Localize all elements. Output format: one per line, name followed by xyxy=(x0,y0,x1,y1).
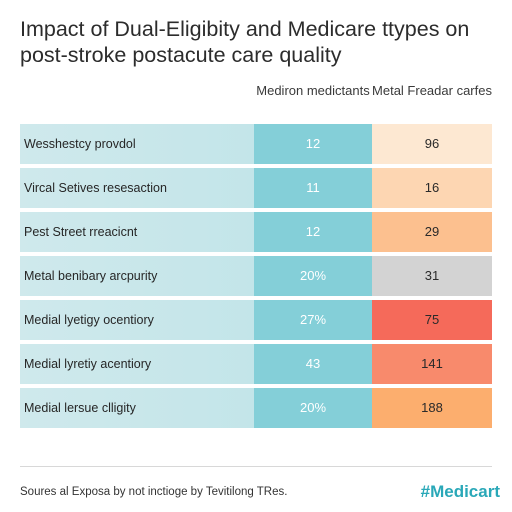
value-cell-col1: 27% xyxy=(254,300,372,340)
value-cell-col2: 188 xyxy=(372,388,492,428)
value-cell-col2: 29 xyxy=(372,212,492,252)
table-row: Metal benibary arcpurity 20% 31 xyxy=(20,256,492,296)
value-cell-col2: 141 xyxy=(372,344,492,384)
source-note: Soures al Exposa by not inctioge by Tevi… xyxy=(20,486,288,498)
value-cell-col1: 12 xyxy=(254,124,372,164)
value-cell-col1: 43 xyxy=(254,344,372,384)
value-cell-col1: 20% xyxy=(254,256,372,296)
value-cell-col1: 20% xyxy=(254,388,372,428)
row-label: Medial lyetigy ocentiory xyxy=(20,300,254,340)
row-label: Medial lyretiy acentiory xyxy=(20,344,254,384)
row-label: Pest Street rreacicnt xyxy=(20,212,254,252)
table-row: Medial lyetigy ocentiory 27% 75 xyxy=(20,300,492,340)
column-header-1: Mediron medictants xyxy=(256,83,370,98)
value-cell-col2: 75 xyxy=(372,300,492,340)
value-cell-col1: 12 xyxy=(254,212,372,252)
divider xyxy=(20,466,492,467)
row-label: Vircal Setives resesaction xyxy=(20,168,254,208)
table-row: Medial lyretiy acentiory 43 141 xyxy=(20,344,492,384)
value-cell-col2: 31 xyxy=(372,256,492,296)
table-row: Medial lersue clligity 20% 188 xyxy=(20,388,492,428)
row-label: Medial lersue clligity xyxy=(20,388,254,428)
row-label: Wesshestcy provdol xyxy=(20,124,254,164)
value-cell-col1: 11 xyxy=(254,168,372,208)
row-label: Metal benibary arcpurity xyxy=(20,256,254,296)
column-header-2: Metal Freadar carfes xyxy=(372,83,492,98)
table-row: Wesshestcy provdol 12 96 xyxy=(20,124,492,164)
table-row: Pest Street rreacicnt 12 29 xyxy=(20,212,492,252)
value-cell-col2: 96 xyxy=(372,124,492,164)
data-table: Wesshestcy provdol 12 96 Vircal Setives res… xyxy=(20,124,492,432)
chart-title: Impact of Dual-Eligibity and Medicare tt… xyxy=(20,17,470,67)
table-row: Vircal Setives resesaction 11 16 xyxy=(20,168,492,208)
value-cell-col2: 16 xyxy=(372,168,492,208)
hashtag: #Medicart xyxy=(420,482,500,501)
